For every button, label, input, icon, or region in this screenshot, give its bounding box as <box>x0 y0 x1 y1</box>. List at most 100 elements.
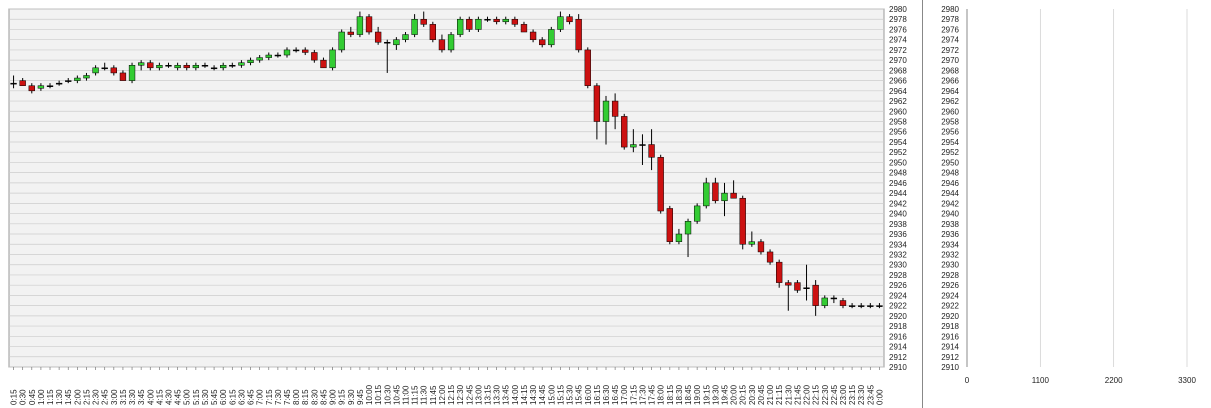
time-tick-label: 17:00 <box>620 384 629 405</box>
candle-body <box>830 297 838 300</box>
time-tick-label: 16:00 <box>584 384 593 405</box>
candle-body <box>311 52 318 61</box>
candle-body <box>657 157 664 212</box>
time-tick-label: 6:15 <box>228 389 237 405</box>
candle-body <box>147 62 154 69</box>
price-tick-label: 2938 <box>889 220 907 229</box>
time-tick-label: 22:15 <box>812 384 821 405</box>
profile-price-tick-label: 2966 <box>941 77 959 86</box>
profile-price-tick-label: 2932 <box>941 250 959 259</box>
price-tick-label: 2950 <box>889 158 907 167</box>
candle-body <box>712 182 719 202</box>
time-tick-label: 15:00 <box>547 384 556 405</box>
profile-price-tick-label: 2946 <box>941 179 959 188</box>
price-tick-label: 2958 <box>889 118 907 127</box>
time-tick-label: 10:45 <box>392 384 401 405</box>
time-tick-label: 11:45 <box>429 385 438 405</box>
price-tick-label: 2968 <box>889 66 907 75</box>
time-tick-label: 19:00 <box>693 384 702 405</box>
time-tick-label: 7:00 <box>256 389 265 405</box>
price-tick-label: 2922 <box>889 302 907 311</box>
candle-body <box>92 67 99 74</box>
candle-body <box>693 205 701 222</box>
candle-body <box>165 65 172 67</box>
panel-divider <box>922 0 923 408</box>
profile-price-tick-label: 2926 <box>941 281 959 290</box>
price-tick-label: 2940 <box>889 210 907 219</box>
price-tick-label: 2962 <box>889 97 907 106</box>
candle-body <box>28 85 35 92</box>
time-tick-label: 7:15 <box>265 389 274 405</box>
time-tick-label: 14:15 <box>520 384 529 405</box>
time-tick-label: 4:30 <box>165 389 174 405</box>
time-tick-label: 21:30 <box>784 384 793 405</box>
candle-body <box>210 67 218 70</box>
time-tick-label: 18:00 <box>657 384 666 405</box>
time-tick-label: 3:00 <box>110 389 119 405</box>
time-tick-label: 10:30 <box>383 384 392 405</box>
time-tick-label: 12:00 <box>438 384 447 405</box>
candle-body <box>183 65 190 69</box>
time-tick-label: 20:15 <box>739 384 748 405</box>
time-tick-label: 18:30 <box>675 384 684 405</box>
candle-body <box>575 18 582 51</box>
time-tick-label: 23:45 <box>866 384 875 405</box>
time-tick-label: 9:30 <box>347 389 356 405</box>
candle-body <box>821 297 828 306</box>
time-tick-label: 9:15 <box>338 389 347 405</box>
price-tick-label: 2980 <box>889 5 907 14</box>
profile-x-tick-label: 1100 <box>1032 376 1050 385</box>
time-tick-label: 17:15 <box>629 384 638 405</box>
candle-body <box>876 305 883 307</box>
profile-price-tick-label: 2968 <box>941 66 959 75</box>
time-tick-label: 8:00 <box>292 389 301 405</box>
candle-body <box>201 65 209 67</box>
time-tick-label: 2:45 <box>101 389 110 405</box>
candle-body <box>475 18 482 30</box>
profile-price-tick-label: 2944 <box>941 189 959 198</box>
time-tick-label: 16:30 <box>602 384 611 405</box>
time-tick-label: 17:30 <box>638 384 647 405</box>
time-tick-label: 17:45 <box>648 384 657 405</box>
time-tick-label: 3:15 <box>119 389 128 405</box>
candle-body <box>539 39 546 46</box>
price-tick-label: 2932 <box>889 250 907 259</box>
candle-body <box>65 80 72 82</box>
time-tick-label: 23:15 <box>848 384 857 405</box>
time-tick-label: 13:00 <box>474 384 483 405</box>
candle-body <box>584 49 591 86</box>
time-tick-label: 15:15 <box>556 384 565 405</box>
candle-body <box>265 54 272 58</box>
price-tick-label: 2966 <box>889 77 907 86</box>
price-tick-label: 2936 <box>889 230 907 239</box>
profile-price-tick-label: 2942 <box>941 199 959 208</box>
profile-price-tick-label: 2912 <box>941 353 959 362</box>
candle-body <box>529 31 537 40</box>
time-tick-label: 6:30 <box>237 389 246 405</box>
candle-body <box>46 85 54 87</box>
price-tick-label: 2924 <box>889 291 907 300</box>
time-tick-label: 2:00 <box>73 389 82 405</box>
candle-body <box>520 24 528 33</box>
profile-x-tick-label: 2200 <box>1105 376 1123 385</box>
profile-price-tick-label: 2930 <box>941 261 959 270</box>
time-tick-label: 21:45 <box>793 384 802 405</box>
time-tick-label: 21:15 <box>775 384 784 405</box>
profile-price-tick-label: 2976 <box>941 25 959 34</box>
price-tick-label: 2952 <box>889 148 907 157</box>
candle-body <box>101 67 108 70</box>
candle-body <box>192 65 200 69</box>
profile-price-tick-label: 2914 <box>941 343 959 352</box>
candle-body <box>365 16 373 33</box>
time-tick-label: 1:15 <box>46 389 55 405</box>
price-tick-label: 2972 <box>889 46 907 55</box>
candle-body <box>566 16 573 23</box>
candle-body <box>156 65 163 69</box>
profile-price-tick-label: 2962 <box>941 97 959 106</box>
time-tick-label: 22:45 <box>830 384 839 405</box>
candle-body <box>858 305 865 307</box>
time-tick-label: 8:15 <box>301 389 310 405</box>
time-tick-label: 9:00 <box>329 389 338 405</box>
candle-body <box>329 49 336 69</box>
